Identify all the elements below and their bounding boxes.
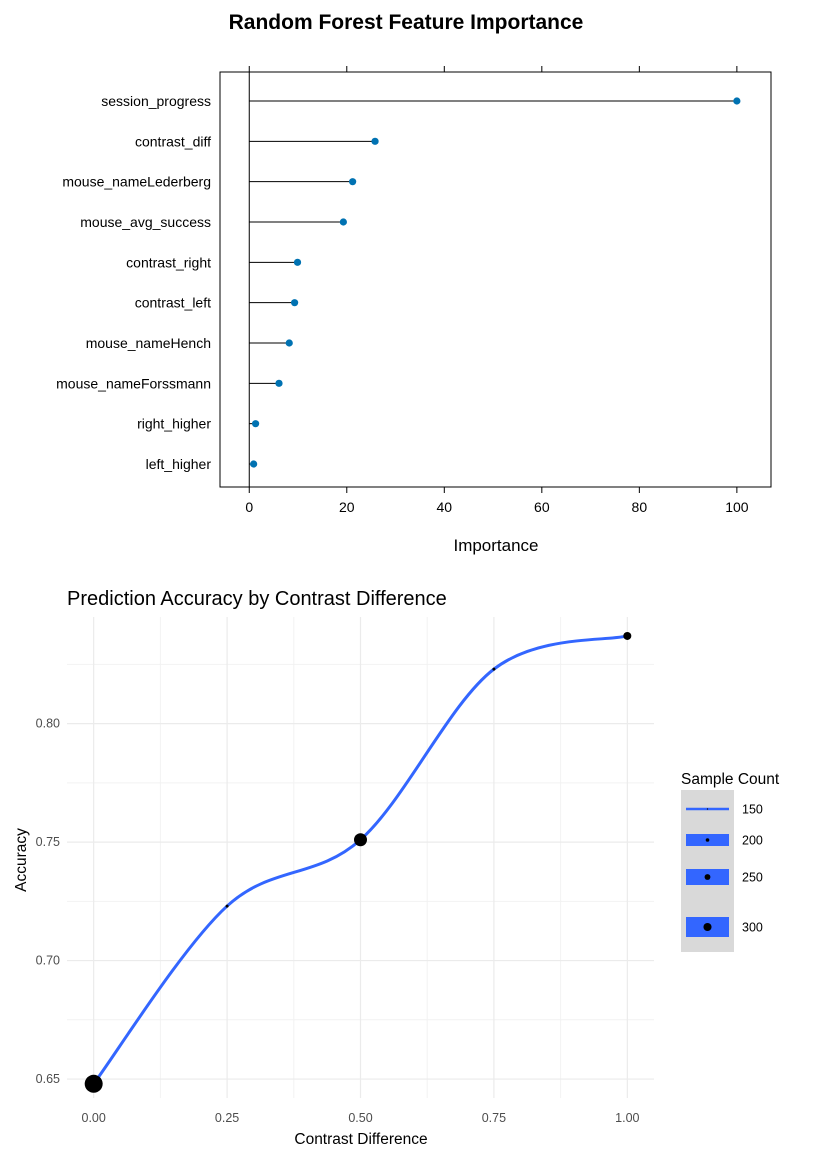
accuracy-x-axis-label: Contrast Difference <box>294 1131 427 1148</box>
importance-x-tick-label: 100 <box>725 499 749 515</box>
importance-x-tick-label: 40 <box>437 499 453 515</box>
accuracy-tick-labels: 0.00 0.25 0.50 0.75 1.00 0.65 0.70 0.75 0.80 <box>36 717 640 1125</box>
feature-point <box>250 460 258 468</box>
feature-label: session_progress <box>101 93 211 109</box>
accuracy-point <box>623 631 632 640</box>
feature-point <box>339 218 347 226</box>
legend-key-point <box>705 838 710 842</box>
feature-label: mouse_nameHench <box>86 335 211 351</box>
feature-label: mouse_avg_success <box>80 214 211 230</box>
feature-label: right_higher <box>137 416 211 432</box>
accuracy-grid <box>67 617 654 1098</box>
accuracy-x-tick-label: 0.00 <box>82 1111 106 1125</box>
legend-key-point <box>706 808 709 810</box>
legend-entries: 150 200 250 300 <box>686 803 763 937</box>
feature-point <box>291 299 299 307</box>
legend-key-point <box>704 874 711 880</box>
accuracy-point <box>354 833 367 847</box>
legend-title: Sample Count <box>681 771 780 788</box>
accuracy-y-tick-label: 0.65 <box>36 1072 60 1086</box>
accuracy-x-tick-label: 0.50 <box>348 1111 372 1125</box>
legend-label: 250 <box>742 871 763 885</box>
feature-label: mouse_nameLederberg <box>62 174 211 190</box>
accuracy-point <box>225 904 229 908</box>
feature-point <box>285 339 293 347</box>
accuracy-x-tick-label: 0.75 <box>482 1111 506 1125</box>
feature-label: contrast_diff <box>135 133 211 149</box>
accuracy-chart-title: Prediction Accuracy by Contrast Differen… <box>67 588 447 610</box>
accuracy-y-tick-label: 0.80 <box>36 717 60 731</box>
importance-x-ticks: 0 20 40 60 80 100 <box>245 66 749 515</box>
feature-label: contrast_left <box>135 295 211 311</box>
importance-x-tick-label: 60 <box>534 499 550 515</box>
feature-label: left_higher <box>146 456 212 472</box>
feature-point <box>349 178 357 186</box>
legend-label: 150 <box>742 803 763 817</box>
importance-x-tick-label: 20 <box>339 499 355 515</box>
feature-label: mouse_nameForssmann <box>56 375 211 391</box>
importance-plot-frame <box>219 71 772 488</box>
accuracy-y-axis-label: Accuracy <box>13 828 30 892</box>
accuracy-points <box>84 631 632 1093</box>
accuracy-chart: Prediction Accuracy by Contrast Differen… <box>13 588 780 1148</box>
feature-label: contrast_right <box>126 254 211 270</box>
feature-point <box>371 137 379 145</box>
importance-chart: Random Forest Feature Importance 0 20 40 60… <box>56 11 772 555</box>
importance-x-axis-label: Importance <box>453 536 538 555</box>
accuracy-point <box>492 667 496 671</box>
legend-label: 200 <box>742 834 763 848</box>
feature-point <box>293 258 302 266</box>
feature-point <box>275 379 283 387</box>
legend-label: 300 <box>742 921 763 935</box>
sample-count-legend: Sample Count 150 200 250 300 <box>681 771 780 952</box>
feature-point <box>733 97 741 105</box>
importance-x-tick-label: 0 <box>245 499 253 515</box>
accuracy-point <box>84 1074 103 1093</box>
accuracy-x-tick-label: 0.25 <box>215 1111 239 1125</box>
importance-x-tick-label: 80 <box>632 499 648 515</box>
importance-chart-title: Random Forest Feature Importance <box>229 11 584 34</box>
feature-point <box>251 420 260 428</box>
accuracy-x-tick-label: 1.00 <box>615 1111 639 1125</box>
accuracy-y-tick-label: 0.70 <box>36 954 60 968</box>
importance-rows: session_progress contrast_diff mouse_nameL… <box>56 72 741 487</box>
legend-key-point <box>703 922 712 932</box>
accuracy-y-tick-label: 0.75 <box>36 835 60 849</box>
